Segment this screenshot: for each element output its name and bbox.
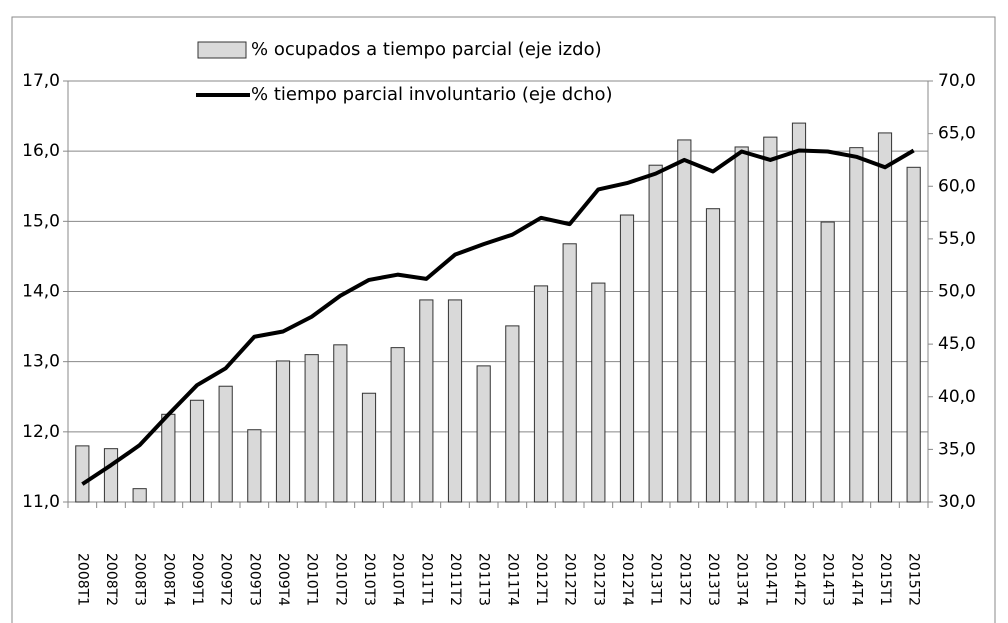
bar (103, 448, 119, 503)
bar (533, 285, 549, 503)
bar (75, 445, 90, 503)
x-tick-label: 2010T1 (304, 553, 320, 606)
x-tick-label: 2008T4 (160, 553, 176, 606)
bar (304, 354, 319, 503)
bar (677, 139, 692, 503)
bar (849, 147, 864, 503)
x-tick-label: 2013T1 (648, 553, 664, 606)
y2-tick-label: 50,0 (938, 282, 976, 302)
line (81, 148, 915, 486)
bar (619, 214, 635, 503)
chart-frame (11, 16, 996, 623)
y-tick-label: 14,0 (22, 282, 60, 302)
x-tick-label: 2011T4 (504, 553, 520, 606)
x-tick-label: 2008T1 (74, 553, 90, 606)
legend-label: % tiempo parcial involuntario (eje dcho) (251, 84, 613, 105)
bar (275, 360, 291, 503)
x-tick-label: 2008T3 (132, 553, 148, 606)
bar (734, 146, 749, 503)
bar (877, 132, 893, 503)
y2-tick-label: 45,0 (938, 334, 976, 354)
bar (562, 243, 577, 503)
bar (189, 399, 205, 503)
bar (705, 208, 721, 503)
y-tick-label: 15,0 (22, 211, 60, 231)
bar (161, 413, 176, 503)
x-tick-label: 2015T1 (877, 553, 893, 606)
x-tick-label: 2010T4 (390, 553, 406, 606)
x-tick-label: 2012T3 (590, 553, 606, 606)
bar (419, 299, 434, 503)
x-tick-label: 2009T2 (218, 553, 234, 606)
x-tick-label: 2014T2 (791, 553, 807, 606)
x-tick-label: 2015T2 (906, 553, 922, 606)
legend-swatch (197, 41, 247, 59)
x-tick-label: 2010T2 (332, 553, 348, 606)
x-tick-label: 2008T2 (103, 553, 119, 606)
x-tick-label: 2012T1 (533, 553, 549, 606)
bar (218, 385, 233, 503)
y2-tick-label: 60,0 (938, 176, 976, 196)
x-tick-label: 2011T2 (447, 553, 463, 606)
bar (791, 122, 807, 503)
y2-tick-label: 55,0 (938, 229, 976, 249)
bar (648, 164, 663, 503)
bar (591, 282, 606, 503)
y-tick-label: 16,0 (22, 141, 60, 161)
bar (820, 221, 835, 503)
y-tick-label: 17,0 (22, 71, 60, 91)
y2-tick-label: 35,0 (938, 439, 976, 459)
bar (390, 347, 405, 503)
x-tick-label: 2009T3 (246, 553, 262, 606)
bar (132, 488, 147, 503)
legend: % ocupados a tiempo parcial (eje izdo) % … (196, 39, 613, 105)
legend-label: % ocupados a tiempo parcial (eje izdo) (251, 39, 602, 60)
x-tick-label: 2012T4 (619, 553, 635, 606)
y2-tick-label: 40,0 (938, 387, 976, 407)
y-tick-label: 12,0 (22, 422, 60, 442)
y2-tick-label: 70,0 (938, 71, 976, 91)
bar (247, 429, 262, 503)
y-tick-label: 11,0 (22, 492, 60, 512)
x-tick-label: 2011T1 (418, 553, 434, 606)
x-tick-label: 2011T3 (476, 553, 492, 606)
x-tick-label: 2013T4 (734, 553, 750, 606)
x-tick-label: 2009T4 (275, 553, 291, 606)
bar (763, 136, 778, 503)
x-tick-label: 2014T1 (762, 553, 778, 606)
y-tick-label: 13,0 (22, 352, 60, 372)
bar (505, 325, 520, 503)
x-tick-label: 2013T2 (676, 553, 692, 606)
bar (476, 365, 491, 503)
bar (906, 166, 921, 503)
x-tick-label: 2013T3 (705, 553, 721, 606)
x-tick-label: 2009T1 (189, 553, 205, 606)
x-tick-label: 2014T4 (848, 553, 864, 606)
bar (361, 392, 377, 503)
x-tick-label: 2010T3 (361, 553, 377, 606)
bar (447, 299, 463, 503)
bar (333, 344, 348, 503)
y2-tick-label: 30,0 (938, 492, 976, 512)
x-tick-label: 2014T3 (820, 553, 836, 606)
y2-tick-label: 65,0 (938, 124, 976, 144)
x-tick-label: 2012T2 (562, 553, 578, 606)
